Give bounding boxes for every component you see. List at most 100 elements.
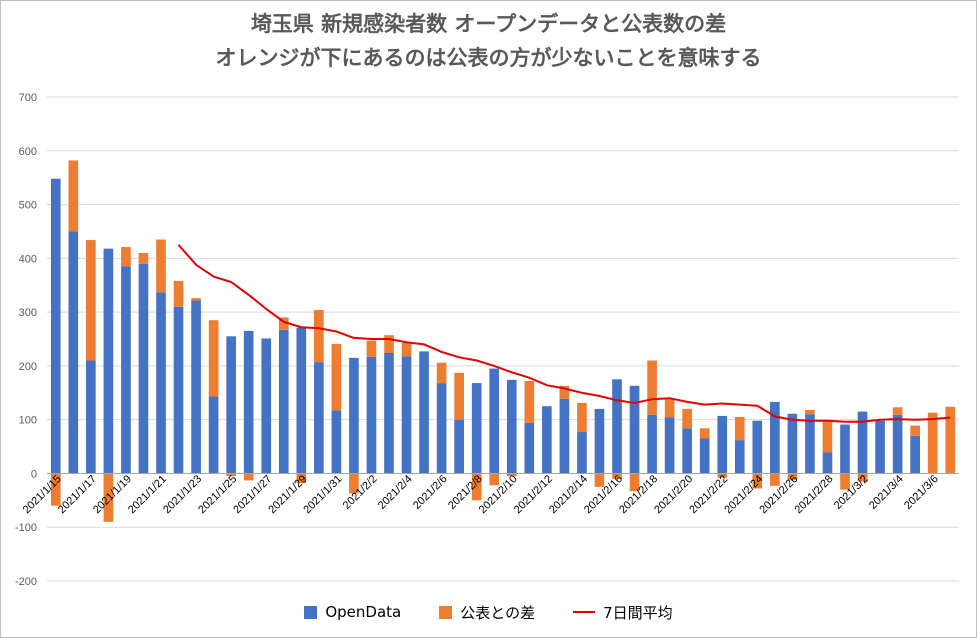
line-7day-average (177, 244, 951, 423)
bar-diff-16 (331, 343, 342, 411)
bar-opendata-17 (349, 357, 359, 474)
legend-swatch-opendata (304, 605, 318, 619)
bar-diff-8 (191, 298, 201, 301)
bar-opendata-45 (840, 424, 850, 474)
bar-opendata-0 (50, 178, 61, 474)
legend-label-7day-average: 7日間平均 (603, 603, 673, 622)
bar-opendata-46 (857, 411, 868, 474)
bar-diff-48 (892, 407, 903, 415)
bar-diff-35 (664, 398, 675, 418)
legend-swatch-diff (439, 605, 453, 619)
bar-diff-11 (243, 473, 254, 481)
legend-entry-7day-average: 7日間平均 (573, 602, 673, 623)
bar-diff-38 (717, 473, 728, 478)
x-tick-label-44: 2021/2/28 (792, 473, 835, 516)
bar-opendata-29 (559, 398, 570, 474)
x-tick-label-22: 2021/2/6 (411, 473, 450, 512)
x-tick-label-50: 2021/3/6 (902, 473, 941, 512)
bar-opendata-47 (875, 420, 885, 474)
bar-diff-31 (594, 473, 605, 487)
bar-diff-25 (489, 473, 500, 486)
bar-opendata-3 (103, 248, 114, 474)
bar-diff-23 (454, 372, 464, 420)
bar-diff-44 (822, 420, 833, 453)
bar-opendata-23 (454, 419, 464, 474)
bar-diff-42 (787, 473, 798, 480)
bar-opendata-26 (506, 379, 517, 474)
bar-opendata-9 (208, 396, 219, 474)
bar-opendata-24 (471, 383, 482, 474)
bar-diff-10 (226, 473, 236, 477)
bar-opendata-42 (787, 413, 798, 474)
bar-opendata-44 (822, 452, 833, 474)
bar-diff-50 (927, 412, 938, 474)
bar-opendata-4 (121, 266, 131, 474)
chart-title: 埼玉県 新規感染者数 オープンデータと公表数の差 オレンジが下にあるのは公表の方… (1, 7, 976, 75)
bar-diff-3 (103, 473, 114, 522)
bar-diff-0 (50, 473, 61, 506)
bar-diff-45 (840, 473, 850, 490)
bar-diff-29 (559, 385, 570, 399)
y-tick-label-9: 700 (19, 92, 37, 104)
bar-diff-1 (68, 160, 79, 232)
bar-diff-2 (86, 240, 96, 361)
bar-opendata-37 (699, 438, 710, 474)
bar-diff-27 (524, 380, 535, 423)
x-tick-label-18: 2021/2/2 (341, 473, 380, 512)
bar-opendata-7 (173, 306, 184, 474)
bar-diff-20 (401, 342, 412, 357)
bar-diff-32 (612, 473, 622, 479)
bar-opendata-22 (436, 383, 447, 474)
bar-opendata-25 (489, 368, 500, 474)
bar-opendata-39 (734, 440, 745, 474)
bar-opendata-20 (401, 356, 412, 474)
bar-diff-17 (349, 473, 359, 494)
bar-opendata-43 (805, 414, 815, 474)
bar-diff-6 (156, 239, 166, 293)
bar-opendata-33 (629, 385, 640, 474)
bar-diff-24 (471, 473, 482, 501)
bar-opendata-14 (296, 327, 307, 474)
bar-diff-18 (366, 340, 377, 357)
legend-entry-diff: 公表との差 (439, 602, 535, 623)
bar-opendata-34 (647, 414, 657, 474)
chart-title-line-2: オレンジが下にあるのは公表の方が少ないことを意味する (215, 46, 762, 70)
bar-opendata-35 (664, 417, 675, 474)
bar-diff-4 (121, 247, 131, 267)
bar-diff-5 (138, 252, 149, 264)
y-tick-label-2: 0 (31, 468, 37, 480)
bar-diff-49 (910, 425, 920, 436)
bar-diff-19 (384, 335, 394, 353)
y-tick-label-4: 200 (19, 361, 37, 373)
bar-opendata-5 (138, 263, 149, 474)
legend-label-opendata: OpenData (325, 603, 402, 621)
y-tick-label-7: 500 (19, 200, 37, 212)
y-tick-label-1: -100 (15, 522, 37, 534)
bar-opendata-41 (770, 401, 780, 474)
bar-diff-7 (173, 280, 184, 307)
bar-diff-41 (770, 473, 780, 486)
bar-diff-14 (296, 473, 307, 484)
bar-opendata-30 (577, 432, 587, 474)
bar-opendata-2 (86, 360, 96, 474)
bar-diff-46 (857, 473, 868, 482)
legend-entry-opendata: OpenData (304, 603, 401, 621)
bar-opendata-1 (68, 231, 79, 474)
bar-opendata-38 (717, 415, 728, 474)
bar-opendata-19 (384, 352, 394, 474)
bar-diff-9 (208, 320, 219, 397)
bar-opendata-12 (261, 338, 272, 474)
bar-diff-30 (577, 402, 587, 433)
bar-opendata-15 (314, 362, 324, 474)
bar-diff-22 (436, 362, 447, 384)
y-tick-label-3: 100 (19, 415, 37, 427)
bar-opendata-13 (278, 329, 289, 474)
bar-opendata-48 (892, 414, 903, 474)
x-tick-label-48: 2021/3/4 (867, 473, 906, 512)
legend-label-diff: 公表との差 (460, 603, 536, 622)
bar-opendata-32 (612, 379, 622, 474)
chart-title-line-1: 埼玉県 新規感染者数 オープンデータと公表数の差 (250, 12, 727, 36)
bar-opendata-40 (752, 420, 763, 474)
